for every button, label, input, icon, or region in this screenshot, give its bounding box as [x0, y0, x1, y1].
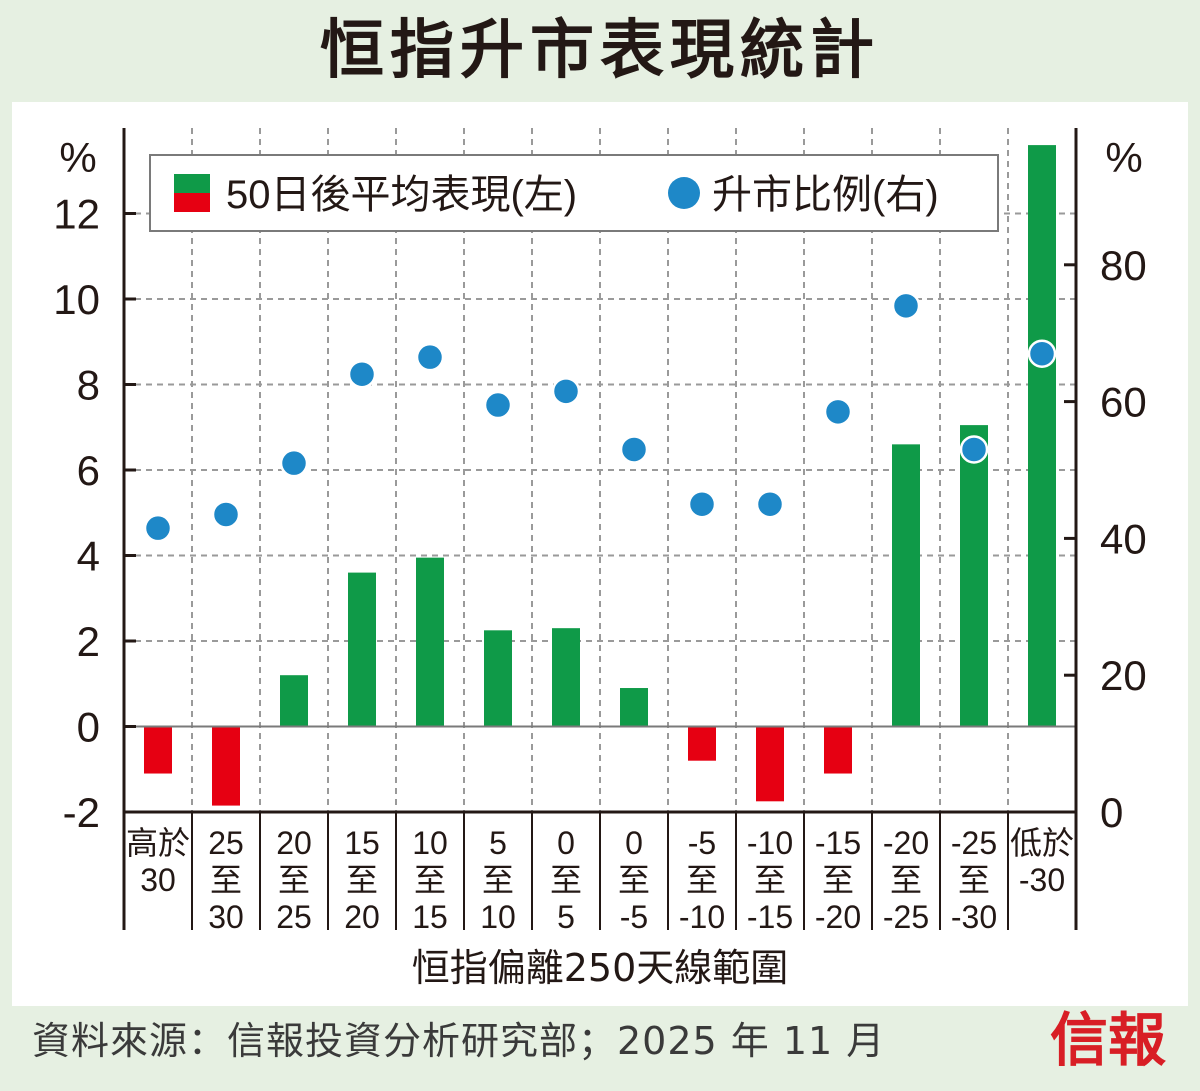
- category-label-5-0: 5: [489, 825, 507, 861]
- right-tick-label-4: 80: [1100, 242, 1147, 289]
- category-label-6-0: 0: [557, 825, 575, 861]
- dot-6: [551, 377, 581, 406]
- category-label-13-0: 低於: [1010, 825, 1074, 861]
- bar-10: [824, 726, 852, 774]
- dot-7: [619, 435, 649, 464]
- category-label-9-1: 至: [754, 862, 786, 898]
- right-tick-label-2: 40: [1100, 515, 1147, 562]
- dot-11: [891, 291, 921, 321]
- legend-label-bars: 50日後平均表現(左): [226, 173, 577, 217]
- bar-1: [212, 726, 240, 806]
- category-label-10-0: -15: [815, 825, 861, 861]
- category-label-8-1: 至: [686, 862, 718, 898]
- category-label-4-2: 15: [412, 899, 448, 935]
- dot-12: [959, 435, 989, 464]
- category-label-11-0: -20: [883, 825, 929, 861]
- bar-7: [620, 688, 648, 727]
- dot-5: [483, 390, 513, 420]
- bar-11: [892, 444, 920, 727]
- category-label-3-2: 20: [344, 899, 380, 935]
- category-label-2-1: 至: [278, 862, 310, 898]
- right-tick-label-0: 0: [1100, 789, 1123, 836]
- dot-1: [211, 500, 241, 529]
- left-tick-label-0: -2: [63, 789, 100, 836]
- category-label-2-2: 25: [276, 899, 312, 935]
- bar-12: [960, 425, 988, 727]
- legend-swatch-positive: [174, 174, 210, 193]
- category-label-7-1: 至: [618, 862, 650, 898]
- category-label-8-2: -10: [679, 899, 725, 935]
- bar-8: [688, 726, 716, 761]
- left-tick-label-2: 2: [77, 618, 100, 665]
- category-label-6-2: 5: [557, 899, 575, 935]
- category-label-12-1: 至: [958, 862, 990, 898]
- dot-3: [347, 359, 377, 389]
- category-label-5-1: 至: [482, 862, 514, 898]
- bar-13: [1028, 145, 1056, 727]
- bar-5: [484, 630, 512, 727]
- category-label-3-0: 15: [344, 825, 380, 861]
- dot-4: [415, 342, 445, 372]
- right-tick-label-1: 20: [1100, 652, 1147, 699]
- category-label-1-0: 25: [208, 825, 244, 861]
- dot-2: [279, 448, 309, 478]
- legend-swatch-negative: [174, 193, 210, 212]
- publisher-logo: 信報: [1050, 1006, 1167, 1074]
- bar-0: [144, 726, 172, 774]
- dot-10: [823, 397, 853, 427]
- left-tick-label-7: 12: [53, 191, 100, 238]
- dot-8: [687, 489, 717, 519]
- category-label-12-0: -25: [951, 825, 997, 861]
- category-label-7-2: -5: [620, 899, 648, 935]
- left-tick-label-1: 0: [77, 704, 100, 751]
- legend-marker-dots: [668, 177, 700, 209]
- bar-2: [280, 675, 308, 727]
- right-axis-unit: %: [1105, 134, 1142, 181]
- bar-6: [552, 628, 580, 727]
- category-label-13-1: -30: [1019, 862, 1065, 898]
- chart-title: 恒指升市表現統計: [320, 14, 880, 88]
- category-label-5-2: 10: [480, 899, 516, 935]
- category-label-3-1: 至: [346, 862, 378, 898]
- left-tick-label-5: 8: [77, 362, 100, 409]
- category-label-11-1: 至: [890, 862, 922, 898]
- category-label-4-1: 至: [414, 862, 446, 898]
- category-label-1-2: 30: [208, 899, 244, 935]
- left-tick-label-6: 10: [53, 276, 100, 323]
- source-note: 資料來源：信報投資分析研究部；2025 年 11 月: [32, 1019, 886, 1063]
- x-axis-title: 恒指偏離250天線範圍: [411, 946, 789, 990]
- category-label-10-1: 至: [822, 862, 854, 898]
- legend-box: [149, 154, 999, 232]
- category-label-0-1: 30: [140, 862, 176, 898]
- bar-4: [416, 557, 444, 727]
- left-axis-unit: %: [59, 134, 96, 181]
- category-label-9-2: -15: [747, 899, 793, 935]
- category-label-9-0: -10: [747, 825, 793, 861]
- category-label-2-0: 20: [276, 825, 312, 861]
- dot-9: [755, 489, 785, 519]
- dot-0: [143, 513, 173, 543]
- category-label-1-1: 至: [210, 862, 242, 898]
- category-label-7-0: 0: [625, 825, 643, 861]
- legend-label-dots: 升市比例(右): [712, 173, 939, 217]
- left-tick-label-3: 4: [77, 533, 100, 580]
- category-label-11-2: -25: [883, 899, 929, 935]
- bar-9: [756, 726, 784, 802]
- bar-3: [348, 572, 376, 727]
- category-label-4-0: 10: [412, 825, 448, 861]
- category-label-10-2: -20: [815, 899, 861, 935]
- dot-13: [1027, 339, 1057, 368]
- category-label-6-1: 至: [550, 862, 582, 898]
- right-tick-label-3: 60: [1100, 379, 1147, 426]
- category-label-8-0: -5: [688, 825, 716, 861]
- category-label-0-0: 高於: [126, 825, 190, 861]
- left-tick-label-4: 6: [77, 447, 100, 494]
- category-label-12-2: -30: [951, 899, 997, 935]
